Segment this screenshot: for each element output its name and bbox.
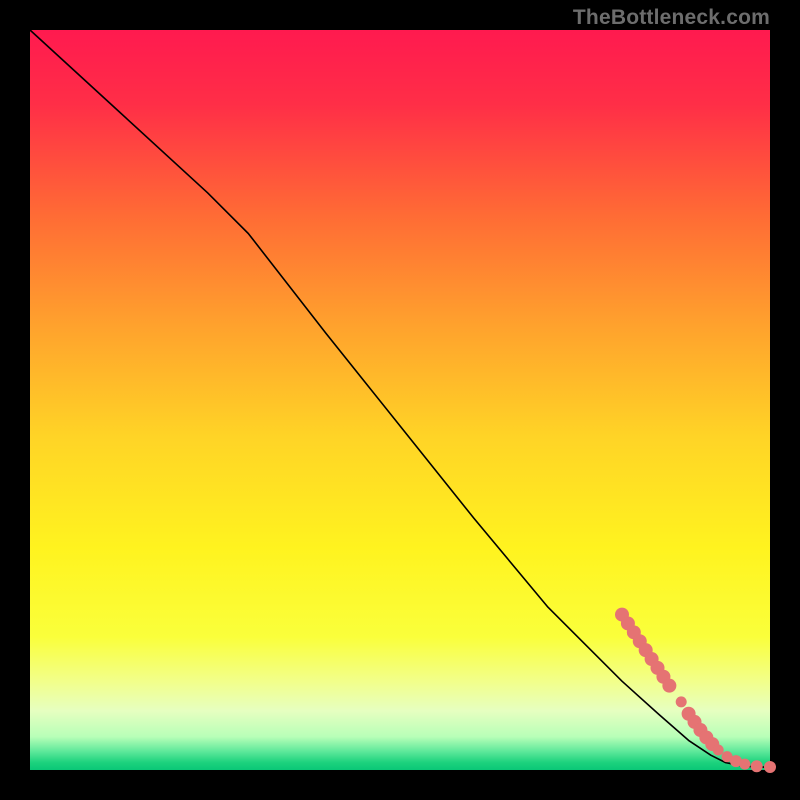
curve-line — [30, 30, 770, 767]
chart-overlay — [30, 30, 770, 770]
data-markers — [615, 608, 776, 773]
data-point — [739, 759, 750, 770]
data-point — [713, 745, 724, 756]
data-point — [676, 696, 687, 707]
data-point — [751, 760, 763, 772]
plot-area — [30, 30, 770, 770]
data-point — [764, 761, 776, 773]
data-point — [662, 679, 676, 693]
watermark: TheBottleneck.com — [573, 6, 770, 30]
